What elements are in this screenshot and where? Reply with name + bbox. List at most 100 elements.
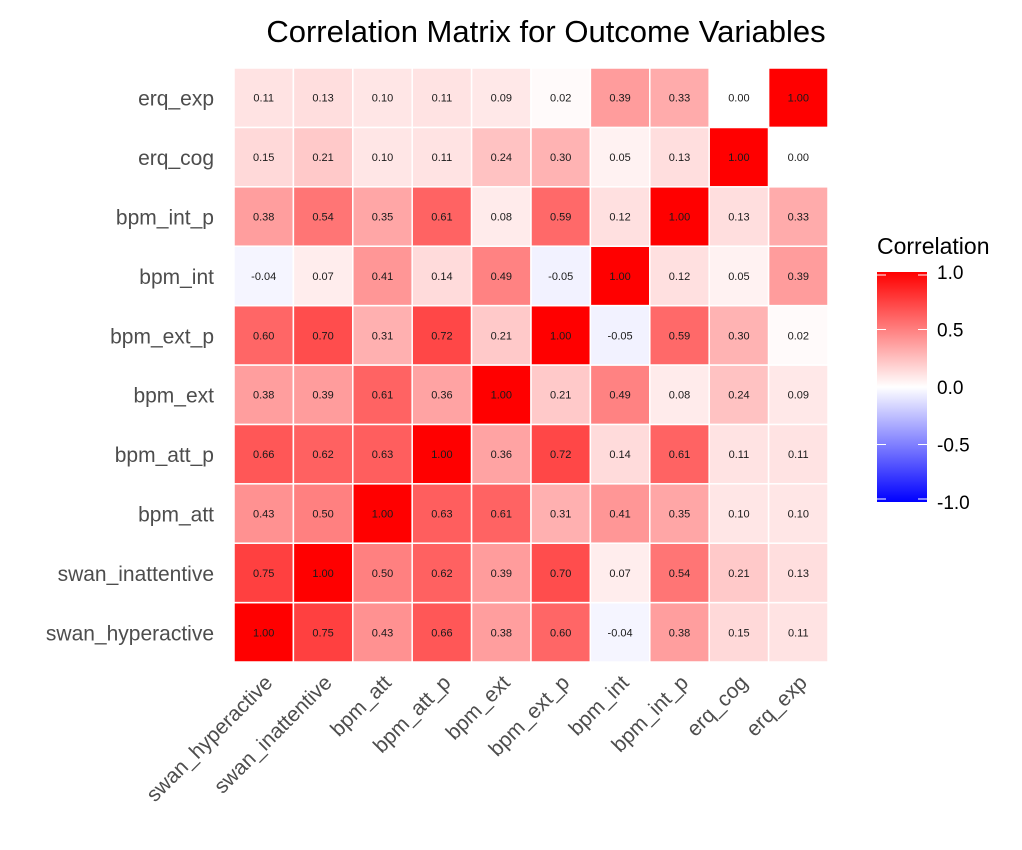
heatmap-cell <box>708 601 770 663</box>
heatmap-cell <box>352 126 413 188</box>
heatmap-cell <box>292 542 354 604</box>
heatmap-cell <box>233 67 295 129</box>
heatmap-cell-label: 0.10 <box>372 152 393 164</box>
heatmap-cell-label: 0.11 <box>253 93 274 105</box>
heatmap-cell <box>470 126 532 188</box>
heatmap-cell-label: 0.41 <box>609 509 630 521</box>
heatmap-cell-label: 0.00 <box>788 152 809 164</box>
y-axis-label: bpm_att_p <box>115 444 214 467</box>
heatmap-cell <box>589 364 651 426</box>
heatmap-cell <box>767 304 829 366</box>
heatmap-cell-label: 0.60 <box>253 330 274 342</box>
heatmap-cell <box>470 423 532 485</box>
heatmap-cell-label: 0.11 <box>788 627 809 639</box>
heatmap-cell-label: 0.50 <box>372 568 393 580</box>
legend-tick-label: -1.0 <box>937 493 970 514</box>
heatmap-cell-label: 0.38 <box>669 627 690 639</box>
heatmap-cell-label: 0.31 <box>550 509 571 521</box>
heatmap-cell-label: 0.75 <box>312 627 333 639</box>
heatmap-cell <box>708 67 770 129</box>
heatmap-cell-label: 0.10 <box>788 509 809 521</box>
heatmap-cell <box>411 67 473 129</box>
y-axis-label: swan_inattentive <box>58 563 214 586</box>
heatmap-cell-label: 0.21 <box>312 152 333 164</box>
heatmap-cell <box>470 67 532 129</box>
heatmap-cell <box>767 542 829 604</box>
heatmap-cell-label: 0.13 <box>728 212 749 224</box>
heatmap-cell <box>767 126 829 188</box>
heatmap-cell-label: 0.13 <box>788 568 809 580</box>
heatmap-cell-label: -0.04 <box>251 271 276 283</box>
heatmap-cell-label: 0.50 <box>312 509 333 521</box>
heatmap-cell <box>767 245 829 307</box>
heatmap-cell-label: 0.54 <box>312 212 333 224</box>
heatmap-cell <box>649 542 710 604</box>
heatmap-cell-label: 0.39 <box>491 568 512 580</box>
heatmap-cell-label: 0.09 <box>491 93 512 105</box>
heatmap-cell <box>292 67 354 129</box>
heatmap-cell <box>530 186 592 247</box>
heatmap-cell-label: 0.39 <box>609 93 630 105</box>
heatmap-cell <box>589 304 651 366</box>
x-axis-labels: swan_hyperactiveswan_inattentivebpm_attb… <box>142 671 812 806</box>
heatmap-cell-label: 0.13 <box>669 152 690 164</box>
heatmap-cell-label: 0.05 <box>728 271 749 283</box>
heatmap-cell <box>470 304 532 366</box>
heatmap-cell-label: 1.00 <box>253 627 274 639</box>
heatmap-cell <box>530 245 592 307</box>
heatmap-cell <box>352 304 413 366</box>
y-axis-label: erq_cog <box>138 147 214 170</box>
heatmap-cell <box>233 245 295 307</box>
heatmap-cell <box>233 601 295 663</box>
heatmap-cell <box>470 186 532 247</box>
heatmap-cell-label: 1.00 <box>728 152 749 164</box>
heatmap-cell <box>530 601 592 663</box>
legend-title: Correlation <box>877 233 990 259</box>
heatmap-cell-label: 0.66 <box>253 449 274 461</box>
heatmap-cell <box>352 542 413 604</box>
heatmap-cell-label: 0.38 <box>253 212 274 224</box>
heatmap-cell-label: 0.36 <box>491 449 512 461</box>
heatmap-cell-label: 0.24 <box>728 390 749 402</box>
heatmap-cell-label: 0.59 <box>550 212 571 224</box>
heatmap-cell <box>411 423 473 485</box>
x-axis-label: erq_cog <box>683 671 753 741</box>
heatmap-cell-label: 0.61 <box>372 390 393 402</box>
heatmap-cell-label: 0.12 <box>609 212 630 224</box>
heatmap-cell-label: 0.08 <box>491 212 512 224</box>
heatmap-cell-label: 0.75 <box>253 568 274 580</box>
heatmap-cell <box>530 423 592 485</box>
heatmap-cell-label: 0.11 <box>788 449 809 461</box>
heatmap-cell <box>411 186 473 247</box>
heatmap-cell-label: 0.14 <box>609 449 630 461</box>
heatmap-cell-label: 0.63 <box>372 449 393 461</box>
heatmap-cell <box>767 483 829 544</box>
heatmap-cell-label: 0.10 <box>728 509 749 521</box>
heatmap-cell <box>767 364 829 426</box>
heatmap-cell-label: 0.00 <box>728 93 749 105</box>
x-axis-label: erq_exp <box>742 671 812 741</box>
y-axis-label: swan_hyperactive <box>46 622 214 645</box>
heatmap-cell <box>530 542 592 604</box>
heatmap-cell-label: 0.39 <box>312 390 333 402</box>
y-axis-label: bpm_ext_p <box>110 325 214 348</box>
heatmap-cell-labels: 1.00 0.75 0.43 0.66 0.38 0.60 -0.04 0.38 0.15 0.1… <box>251 93 809 640</box>
heatmap-cell <box>708 126 770 188</box>
heatmap-cell <box>292 245 354 307</box>
heatmap-cell-label: 0.11 <box>729 449 750 461</box>
heatmap-cell <box>470 601 532 663</box>
heatmap-cell-label: 0.70 <box>550 568 571 580</box>
heatmap-cell <box>233 364 295 426</box>
heatmap-cell <box>589 542 651 604</box>
heatmap-cell <box>649 364 710 426</box>
heatmap-cell-label: 0.14 <box>431 271 452 283</box>
heatmap-cell-label: 0.41 <box>372 271 393 283</box>
heatmap-cell-label: 0.63 <box>431 509 452 521</box>
heatmap-cell-label: 0.09 <box>788 390 809 402</box>
heatmap-cell-label: 0.24 <box>491 152 512 164</box>
y-axis-label: erq_exp <box>138 88 214 111</box>
heatmap-cell-label: -0.05 <box>548 271 573 283</box>
heatmap-cell <box>530 67 592 129</box>
heatmap-cell <box>352 67 413 129</box>
